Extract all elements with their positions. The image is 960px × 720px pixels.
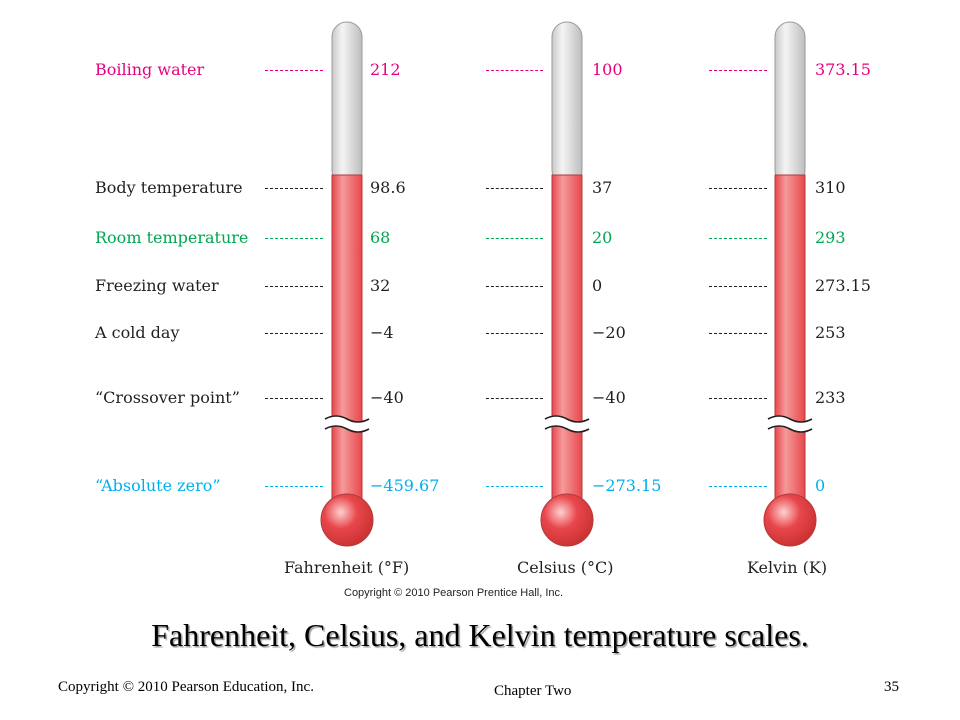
value-absolute-kelvin: 0 [815, 476, 826, 495]
value-absolute-fahrenheit: −459.67 [370, 476, 440, 495]
scale-break-kelvin [768, 416, 812, 432]
slide-title: Fahrenheit, Celsius, and Kelvin temperat… [151, 617, 809, 653]
scale-break-fahrenheit [325, 416, 369, 432]
leader-line-cold-kelvin [709, 333, 767, 334]
thermometer-mercury-celsius [551, 174, 583, 521]
leader-line-room-fahrenheit [265, 238, 323, 239]
value-cold-fahrenheit: −4 [370, 323, 394, 342]
leader-line-cold-fahrenheit [265, 333, 323, 334]
scale-break-line-upper-celsius [544, 415, 590, 423]
leader-line-crossover-celsius [486, 398, 543, 399]
thermometer-bulb-fahrenheit [320, 493, 374, 547]
value-cold-celsius: −20 [592, 323, 626, 342]
leader-line-freezing-kelvin [709, 286, 767, 287]
thermometer-glass-kelvin [774, 21, 806, 186]
leader-line-room-celsius [486, 238, 543, 239]
scale-name-fahrenheit: Fahrenheit (°F) [284, 558, 410, 577]
value-crossover-kelvin: 233 [815, 388, 846, 407]
leader-line-crossover-kelvin [709, 398, 767, 399]
value-crossover-fahrenheit: −40 [370, 388, 404, 407]
reference-label-body: Body temperature [95, 178, 243, 197]
value-body-fahrenheit: 98.6 [370, 178, 406, 197]
value-freezing-kelvin: 273.15 [815, 276, 871, 295]
leader-line-body-fahrenheit [265, 188, 323, 189]
scale-break-line-lower-celsius [544, 425, 590, 433]
value-room-fahrenheit: 68 [370, 228, 391, 247]
value-boiling-celsius: 100 [592, 60, 623, 79]
leader-line-boiling-celsius [486, 70, 543, 71]
value-body-celsius: 37 [592, 178, 613, 197]
value-absolute-celsius: −273.15 [592, 476, 662, 495]
thermometer-mercury-kelvin [774, 174, 806, 521]
value-body-kelvin: 310 [815, 178, 846, 197]
scale-break-celsius [545, 416, 589, 432]
scale-name-celsius: Celsius (°C) [517, 558, 614, 577]
value-crossover-celsius: −40 [592, 388, 626, 407]
reference-label-cold: A cold day [95, 323, 180, 342]
leader-line-room-kelvin [709, 238, 767, 239]
leader-line-boiling-fahrenheit [265, 70, 323, 71]
reference-label-room: Room temperature [95, 228, 249, 247]
scale-break-line-upper-kelvin [767, 415, 813, 423]
leader-line-absolute-celsius [486, 486, 543, 487]
footer-chapter: Chapter Two [494, 683, 572, 699]
value-room-celsius: 20 [592, 228, 613, 247]
leader-line-crossover-fahrenheit [265, 398, 323, 399]
scale-break-line-upper-fahrenheit [324, 415, 370, 423]
footer-copyright: Copyright © 2010 Pearson Education, Inc. [58, 679, 314, 695]
thermometer-glass-celsius [551, 21, 583, 186]
reference-label-boiling: Boiling water [95, 60, 205, 79]
leader-line-body-kelvin [709, 188, 767, 189]
value-freezing-celsius: 0 [592, 276, 603, 295]
thermometer-glass-fahrenheit [331, 21, 363, 186]
scale-break-line-lower-fahrenheit [324, 425, 370, 433]
value-freezing-fahrenheit: 32 [370, 276, 391, 295]
leader-line-absolute-kelvin [709, 486, 767, 487]
leader-line-freezing-celsius [486, 286, 543, 287]
leader-line-freezing-fahrenheit [265, 286, 323, 287]
footer-page-number: 35 [884, 679, 899, 695]
scale-name-kelvin: Kelvin (K) [747, 558, 828, 577]
thermometer-mercury-fahrenheit [331, 174, 363, 521]
value-cold-kelvin: 253 [815, 323, 846, 342]
value-boiling-kelvin: 373.15 [815, 60, 871, 79]
figure-credit: Copyright © 2010 Pearson Prentice Hall, … [344, 587, 564, 599]
value-boiling-fahrenheit: 212 [370, 60, 401, 79]
reference-label-freezing: Freezing water [95, 276, 219, 295]
leader-line-body-celsius [486, 188, 543, 189]
thermometer-bulb-kelvin [763, 493, 817, 547]
thermometer-bulb-celsius [540, 493, 594, 547]
value-room-kelvin: 293 [815, 228, 846, 247]
reference-label-crossover: “Crossover point” [95, 388, 240, 407]
scale-break-line-lower-kelvin [767, 425, 813, 433]
leader-line-absolute-fahrenheit [265, 486, 323, 487]
leader-line-cold-celsius [486, 333, 543, 334]
leader-line-boiling-kelvin [709, 70, 767, 71]
reference-label-absolute: “Absolute zero” [95, 476, 221, 495]
